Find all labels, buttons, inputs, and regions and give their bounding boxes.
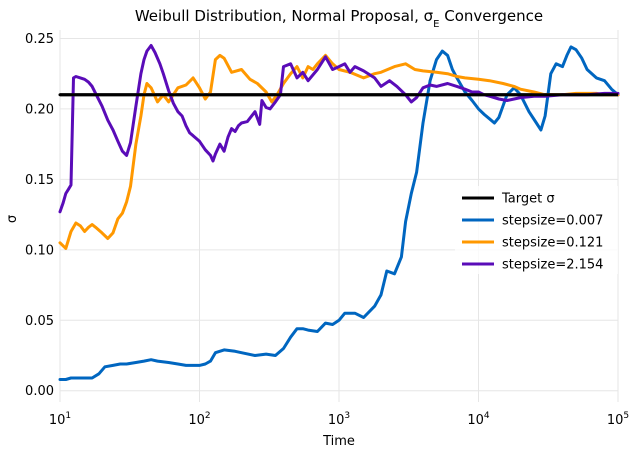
series-line-3	[58, 44, 620, 214]
x-axis-ticks: 101 102 103 104 105	[49, 411, 629, 428]
chart-title: Weibull Distribution, Normal Proposal, σ…	[135, 7, 543, 30]
x-tick-label: 102	[188, 411, 210, 428]
y-tick-label: 0.20	[25, 102, 54, 117]
x-tick-label: 101	[49, 411, 71, 428]
series-line-1	[58, 45, 620, 381]
y-tick-label: 0.25	[25, 32, 54, 47]
y-axis-label: σ	[5, 215, 20, 223]
legend: Target σ stepsize=0.007 stepsize=0.121 step…	[455, 186, 618, 274]
x-tick-label: 103	[328, 411, 350, 428]
y-tick-label: 0.15	[25, 173, 54, 188]
legend-label: stepsize=0.007	[502, 214, 603, 229]
x-tick-label: 105	[607, 411, 629, 428]
y-axis-ticks: 0.00 0.05 0.10 0.15 0.20 0.25	[25, 32, 54, 399]
legend-label: stepsize=2.154	[502, 258, 603, 273]
y-tick-label: 0.00	[25, 384, 54, 399]
legend-label: stepsize=0.121	[502, 236, 603, 251]
legend-background	[455, 186, 618, 274]
series-line-2	[58, 53, 620, 250]
y-tick-label: 0.05	[25, 314, 54, 329]
x-tick-label: 104	[467, 411, 490, 428]
legend-label: Target σ	[501, 192, 555, 207]
series-lines	[58, 44, 620, 381]
y-tick-label: 0.10	[25, 243, 54, 258]
x-axis-label: Time	[322, 434, 355, 449]
